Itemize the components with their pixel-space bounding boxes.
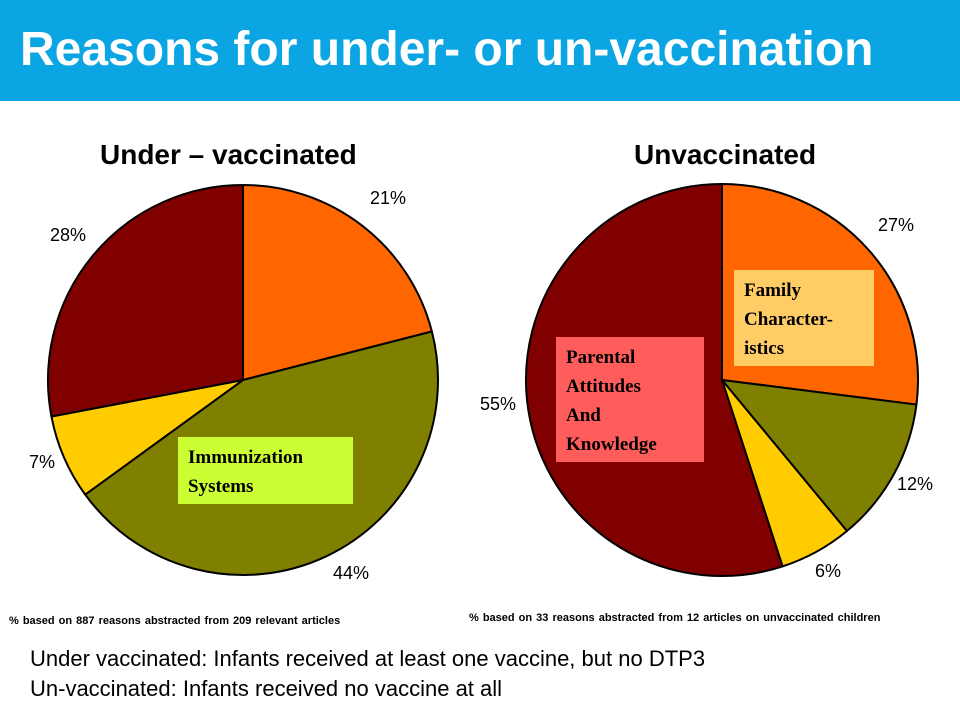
unvaccinated-slice-label: 55% [480, 394, 516, 414]
unvaccinated-slice-label: 12% [897, 474, 933, 494]
callout-parental-attitudes: Parental Attitudes And Knowledge [556, 337, 704, 462]
title-banner: Reasons for under- or un-vaccination [0, 0, 960, 101]
under-vaccinated-slice-label: 7% [29, 452, 55, 472]
under-vaccinated-slice-orange [242, 184, 433, 381]
callout-family-characteristics: Family Character- istics [734, 270, 874, 366]
callout-line: Knowledge [566, 434, 657, 455]
under-vaccinated-slice-label: 44% [333, 563, 369, 583]
chart-title-under-vaccinated: Under – vaccinated [100, 139, 357, 170]
page-title: Reasons for under- or un-vaccination [20, 23, 874, 76]
under-vaccinated-slice-label: 21% [370, 188, 406, 208]
under-vaccinated-slice-label: 28% [50, 225, 86, 245]
footnote-unvaccinated: % based on 33 reasons abstracted from 12… [469, 612, 881, 624]
callout-line: Attitudes [566, 376, 641, 397]
footnote-under-vaccinated: % based on 887 reasons abstracted from 2… [9, 615, 341, 627]
callout-line: Parental [566, 347, 636, 368]
callout-line: Immunization [188, 447, 304, 468]
callout-line: Family [744, 280, 801, 301]
chart-title-unvaccinated: Unvaccinated [634, 139, 817, 170]
callout-immunization-systems: Immunization Systems [178, 437, 353, 504]
definition-un-vaccinated: Un-vaccinated: Infants received no vacci… [30, 676, 503, 701]
callout-line: istics [744, 338, 785, 359]
definition-under-vaccinated: Under vaccinated: Infants received at le… [30, 646, 706, 671]
callout-line: Character- [744, 309, 833, 330]
unvaccinated-slice-label: 6% [815, 561, 841, 581]
unvaccinated-slice-label: 27% [878, 215, 914, 235]
under-vaccinated-slice-maroon [47, 184, 244, 418]
callout-line: And [566, 405, 601, 426]
unvaccinated-slice-olive [721, 379, 918, 533]
callout-line: Systems [188, 476, 254, 497]
